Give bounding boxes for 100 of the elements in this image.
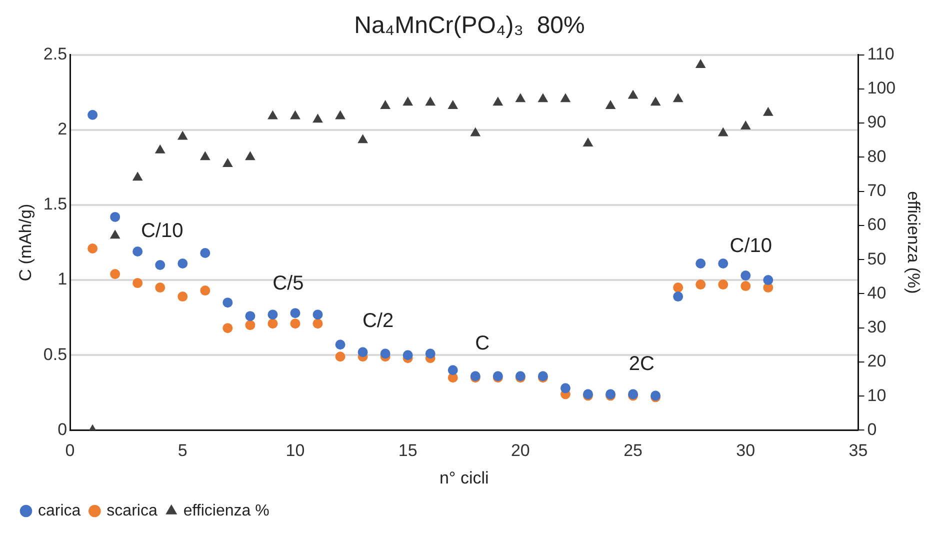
y-tick-label: 1 [58,270,68,289]
point [335,110,346,120]
annotation: 2C [628,353,654,376]
point [178,131,188,140]
point [718,280,728,290]
point [696,60,706,68]
point [560,383,570,394]
point [426,97,436,106]
point [290,110,300,120]
point [740,270,751,281]
point [155,282,166,293]
point [200,248,210,258]
annotation: C [475,332,490,354]
point [110,269,120,280]
point [178,292,188,302]
point [763,107,773,116]
point [200,152,210,160]
y-axis-title: C (mAh/g) [16,204,35,282]
y2-tick-label: 110 [867,44,894,64]
point [312,318,323,329]
x-tick-label: 25 [624,441,642,460]
point [560,94,570,102]
annotation: C/10 [730,234,772,257]
point [245,152,256,160]
x-tick-label: 5 [178,441,188,460]
point [673,282,684,293]
chart-title: Na₄MnCr(PO₄)₃ 80% [354,12,585,40]
point [290,318,300,329]
y2-tick-label: 80 [867,146,886,166]
annotation: C/2 [362,310,394,332]
point [696,258,706,269]
point [222,158,233,168]
y2-tick-label: 100 [867,78,896,98]
y2-tick-label: 90 [867,112,886,132]
point [538,94,548,102]
y2-tick-label: 40 [867,283,886,302]
point [425,348,436,359]
point [448,100,458,109]
point [673,292,684,302]
point [155,260,166,270]
y-tick-label: 0.5 [43,344,68,364]
y2-tick-label: 70 [867,180,886,200]
x-tick-label: 15 [398,441,418,460]
point [583,138,593,147]
point [268,310,278,320]
x-axis-title: n° cicli [439,468,489,488]
point [402,350,413,360]
y2-tick-label: 30 [867,318,886,337]
point [740,120,750,130]
y2-axis-title: efficienza (%) [904,191,924,294]
x-tick-label: 20 [510,441,530,460]
point [718,128,728,136]
y2-tick-label: 10 [867,386,886,405]
point [222,323,233,334]
point [110,212,120,222]
point [358,134,368,144]
legend-label: efficienza % [183,502,270,520]
point [312,310,323,320]
point [132,278,143,288]
point [110,230,120,239]
x-tick-label: 10 [286,441,305,460]
point [312,114,323,123]
point [245,311,256,322]
annotation: C/10 [140,220,184,242]
point [380,100,390,109]
point [222,298,233,308]
point [88,110,98,120]
point [380,348,390,359]
point [358,347,368,358]
point [673,94,683,102]
point [696,280,706,290]
point [88,244,98,254]
point [245,320,256,330]
y-tick-label: 2 [58,120,68,139]
point [268,110,278,120]
point [200,286,210,296]
y-tick-label: 1.5 [43,194,68,214]
point [335,352,346,362]
y2-tick-label: 0 [867,420,877,439]
point [448,365,458,376]
legend-label: scarica [106,502,158,520]
annotation: C/5 [272,272,304,294]
point [516,94,526,102]
point [335,340,346,350]
point [763,275,774,286]
point [132,172,142,181]
point [268,318,278,329]
legend-label: carica [38,502,81,520]
point [132,246,143,257]
point [290,308,300,318]
point [650,97,660,106]
point [403,97,413,106]
x-tick-label: 35 [848,441,868,460]
point [606,100,616,109]
point [493,97,503,106]
point [470,128,480,136]
y-tick-label: 2.5 [43,44,68,64]
point [178,258,188,269]
point [155,144,165,154]
y2-tick-label: 20 [867,352,886,371]
